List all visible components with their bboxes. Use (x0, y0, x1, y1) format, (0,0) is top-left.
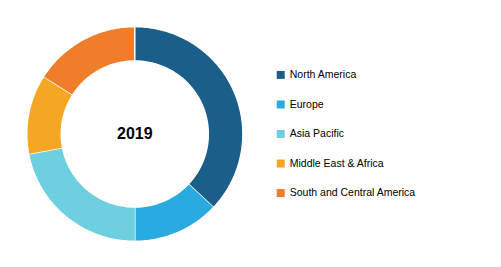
svg-text:2019: 2019 (117, 125, 153, 142)
svg-text:South and Central America: South and Central America (290, 186, 416, 198)
svg-text:North America: North America (290, 68, 357, 80)
svg-text:Middle East & Africa: Middle East & Africa (290, 157, 384, 169)
svg-text:Europe: Europe (290, 98, 324, 110)
svg-text:Asia Pacific: Asia Pacific (290, 127, 344, 139)
